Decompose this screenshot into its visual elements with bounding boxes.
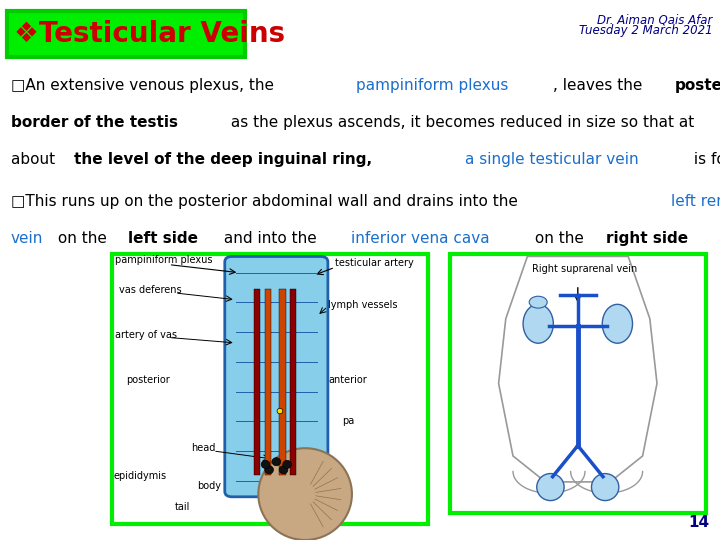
Text: vas deferens: vas deferens <box>119 285 181 295</box>
Bar <box>254 289 261 475</box>
Ellipse shape <box>602 305 633 343</box>
Text: posterior: posterior <box>126 375 170 386</box>
Bar <box>112 254 428 524</box>
Ellipse shape <box>283 460 292 468</box>
Text: lymph vessels: lymph vessels <box>328 300 397 310</box>
Text: Right suprarenal vein: Right suprarenal vein <box>532 264 638 274</box>
Text: head: head <box>191 443 215 453</box>
Text: left side: left side <box>128 231 199 246</box>
Text: right side: right side <box>606 231 688 246</box>
Bar <box>265 289 271 475</box>
Ellipse shape <box>258 448 352 540</box>
Ellipse shape <box>592 474 618 501</box>
Text: Dr. Aiman Qais Afar: Dr. Aiman Qais Afar <box>598 14 713 26</box>
Text: testicular artery: testicular artery <box>335 258 414 268</box>
Ellipse shape <box>261 460 270 468</box>
Text: □An extensive venous plexus, the: □An extensive venous plexus, the <box>11 78 279 93</box>
Ellipse shape <box>265 465 274 474</box>
Bar <box>290 289 297 475</box>
Text: on the: on the <box>530 231 589 246</box>
Text: , leaves the: , leaves the <box>553 78 647 93</box>
Text: and into the: and into the <box>219 231 321 246</box>
Text: vein: vein <box>11 231 43 246</box>
Text: about: about <box>11 152 60 167</box>
Text: □This runs up on the posterior abdominal wall and drains into the: □This runs up on the posterior abdominal… <box>11 194 523 210</box>
Text: body: body <box>197 481 221 491</box>
Bar <box>450 254 706 513</box>
Text: the level of the deep inguinal ring,: the level of the deep inguinal ring, <box>74 152 372 167</box>
Text: pampiniform plexus: pampiniform plexus <box>115 255 212 265</box>
Text: posterior: posterior <box>675 78 720 93</box>
Text: epididymis: epididymis <box>113 471 166 481</box>
Text: artery of vas: artery of vas <box>115 329 177 340</box>
FancyBboxPatch shape <box>7 11 245 57</box>
Text: as the plexus ascends, it becomes reduced in size so that at: as the plexus ascends, it becomes reduce… <box>226 115 695 130</box>
Ellipse shape <box>537 474 564 501</box>
Ellipse shape <box>277 408 283 414</box>
FancyBboxPatch shape <box>225 256 328 497</box>
Text: testis: testis <box>312 462 339 472</box>
Ellipse shape <box>529 296 547 308</box>
Text: pampiniform plexus: pampiniform plexus <box>356 78 509 93</box>
Text: pa: pa <box>342 416 354 426</box>
Ellipse shape <box>523 305 553 343</box>
Text: on the: on the <box>53 231 112 246</box>
Text: 14: 14 <box>688 515 709 530</box>
Text: border of the testis: border of the testis <box>11 115 178 130</box>
Text: left renal: left renal <box>671 194 720 210</box>
Text: ❖Testicular Veins: ❖Testicular Veins <box>14 20 286 48</box>
Text: is formed.: is formed. <box>689 152 720 167</box>
Text: anterior: anterior <box>328 375 366 386</box>
Text: Tuesday 2 March 2021: Tuesday 2 March 2021 <box>579 24 713 37</box>
Text: inferior vena cava: inferior vena cava <box>351 231 490 246</box>
Text: a single testicular vein: a single testicular vein <box>465 152 639 167</box>
Text: tail: tail <box>175 502 190 512</box>
Ellipse shape <box>279 465 288 474</box>
Bar <box>279 289 286 475</box>
Ellipse shape <box>272 457 281 465</box>
